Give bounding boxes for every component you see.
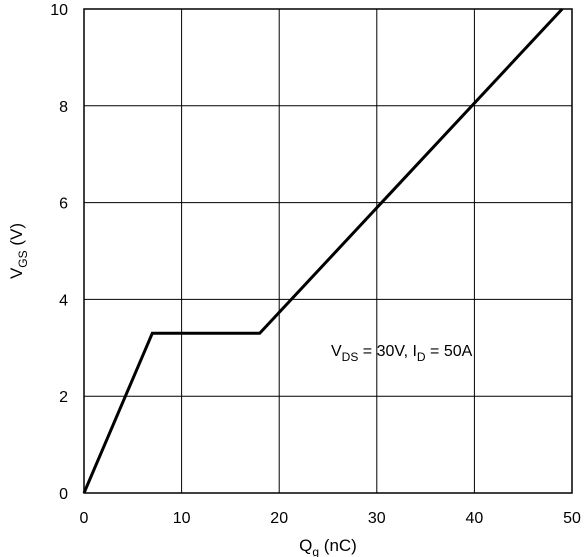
x-tick-labels: 0 10 20 30 40 50 xyxy=(80,510,581,527)
grid-lines xyxy=(84,9,572,493)
y-tick-label: 10 xyxy=(50,2,68,19)
y-tick-label: 2 xyxy=(59,389,68,406)
annotation-vds-main: V xyxy=(331,343,342,360)
y-tick-label: 6 xyxy=(59,196,68,213)
y-tick-label: 8 xyxy=(59,99,68,116)
series-line-vgs-vs-qg xyxy=(82,7,564,494)
x-tick-label: 0 xyxy=(80,510,89,527)
x-axis-label-sub: g xyxy=(312,545,319,557)
y-tick-label: 4 xyxy=(59,292,68,309)
plot-frame xyxy=(83,8,573,494)
annotation-id-rest: = 50A xyxy=(426,343,473,360)
y-axis-label: VGS (V) xyxy=(7,223,30,279)
x-tick-label: 10 xyxy=(173,510,191,527)
x-tick-label: 50 xyxy=(563,510,581,527)
x-tick-label: 30 xyxy=(368,510,386,527)
x-tick-label: 20 xyxy=(270,510,288,527)
annotation-id-sub: D xyxy=(417,350,426,364)
x-axis-label-rest: (nC) xyxy=(319,536,357,555)
annotation-vds-rest: = 30V, xyxy=(358,343,412,360)
x-axis-label-main: Q xyxy=(299,536,312,555)
y-tick-labels: 0 2 4 6 8 10 xyxy=(50,2,68,503)
test-condition-annotation: VDS = 30V, ID = 50A xyxy=(331,343,473,364)
annotation-vds-sub: DS xyxy=(342,350,359,364)
annotation-id-main: I xyxy=(412,343,416,360)
x-axis-label: Qg (nC) xyxy=(299,536,357,557)
y-axis-label-rest: (V) xyxy=(7,223,26,250)
y-axis-label-sub: GS xyxy=(16,250,30,267)
x-tick-label: 40 xyxy=(466,510,484,527)
y-tick-label: 0 xyxy=(59,486,68,503)
y-axis-label-main: V xyxy=(7,267,26,279)
